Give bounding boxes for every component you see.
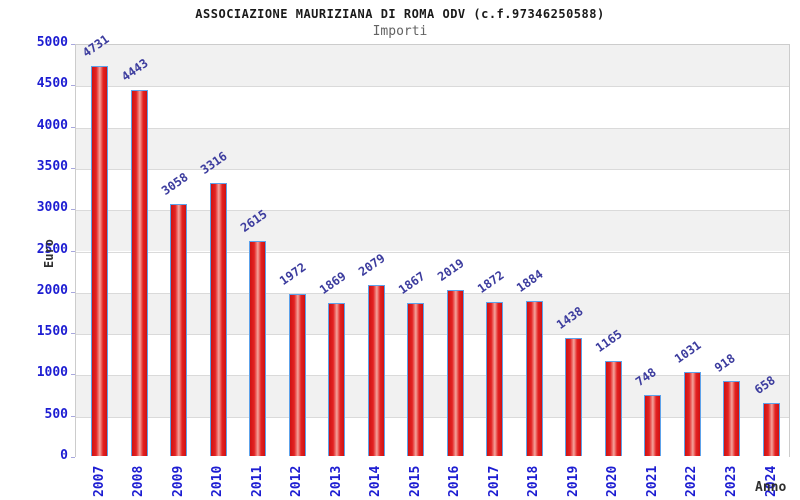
y-tick-label: 2000 (36, 282, 68, 298)
y-tick-mark (71, 415, 75, 417)
x-tick-label: 2009 (170, 465, 186, 497)
y-tick-label: 1500 (36, 324, 68, 340)
plot-band (76, 127, 789, 169)
plot-band (76, 45, 789, 87)
bar (565, 338, 583, 456)
y-tick-mark (71, 44, 75, 45)
y-tick-mark (71, 167, 75, 169)
x-tick-label: 2014 (368, 465, 384, 497)
y-tick-label: 4500 (36, 76, 68, 92)
bar (604, 360, 622, 456)
bar (170, 204, 188, 456)
x-tick-label: 2021 (644, 465, 660, 497)
plot-band (76, 375, 789, 417)
chart-title: ASSOCIAZIONE MAURIZIANA DI ROMA ODV (c.f… (195, 7, 605, 21)
bar (486, 302, 504, 456)
gridline (76, 168, 789, 170)
bar (763, 402, 780, 456)
y-tick-mark (71, 209, 75, 211)
x-tick-label: 2017 (486, 465, 502, 497)
bar (328, 302, 346, 456)
y-axis-title: Euro (42, 239, 56, 268)
x-tick-label: 2015 (407, 465, 423, 497)
bar (723, 381, 741, 456)
bar (446, 290, 464, 456)
gridline (76, 210, 789, 212)
y-tick-label: 0 (60, 448, 68, 463)
plot-band (76, 86, 789, 128)
bar (130, 90, 148, 456)
plot-band (76, 292, 789, 335)
x-tick-label: 2020 (605, 465, 621, 497)
bar (367, 285, 385, 456)
x-tick-label: 2012 (289, 465, 305, 497)
bar (288, 294, 306, 456)
y-tick-mark (71, 333, 75, 335)
y-tick-label: 1000 (36, 365, 68, 381)
y-tick-label: 500 (44, 406, 68, 422)
plot-band (76, 210, 789, 252)
x-tick-label: 2011 (249, 465, 265, 497)
bar (644, 395, 662, 456)
bar (249, 241, 267, 456)
y-tick-label: 4000 (36, 117, 68, 133)
gridline (76, 86, 789, 88)
plot-band (76, 168, 789, 211)
bar (525, 301, 543, 456)
y-tick-mark (71, 126, 75, 128)
gridline (76, 334, 789, 336)
bar (683, 371, 701, 456)
y-tick-label: 2500 (36, 241, 68, 257)
chart-subtitle: Importi (372, 24, 428, 39)
y-tick-mark (71, 250, 75, 252)
x-tick-label: 2018 (526, 465, 542, 497)
y-tick-mark (71, 457, 75, 458)
y-tick-mark (71, 291, 75, 293)
x-tick-label: 2010 (210, 465, 226, 497)
bar (91, 66, 108, 456)
x-tick-label: 2008 (131, 465, 147, 497)
y-tick-mark (71, 374, 75, 376)
y-tick-label: 3000 (36, 200, 68, 216)
y-tick-label: 5000 (36, 35, 68, 50)
x-tick-label: 2019 (565, 465, 581, 497)
bar (209, 183, 227, 456)
x-tick-label: 2023 (723, 465, 739, 497)
x-axis-title: Anno (755, 480, 787, 495)
gridline (76, 375, 789, 377)
gridline (76, 292, 789, 294)
x-tick-label: 2007 (91, 465, 107, 497)
plot-area (75, 44, 790, 458)
gridline (76, 127, 789, 129)
bar (407, 302, 425, 456)
gridline (76, 416, 789, 418)
y-tick-mark (71, 85, 75, 87)
plot-band (76, 416, 789, 458)
x-tick-label: 2022 (684, 465, 700, 497)
x-tick-label: 2013 (328, 465, 344, 497)
x-tick-label: 2016 (447, 465, 463, 497)
gridline (76, 251, 789, 253)
plot-band (76, 334, 789, 376)
plot-band (76, 251, 789, 293)
y-tick-label: 3500 (36, 158, 68, 174)
